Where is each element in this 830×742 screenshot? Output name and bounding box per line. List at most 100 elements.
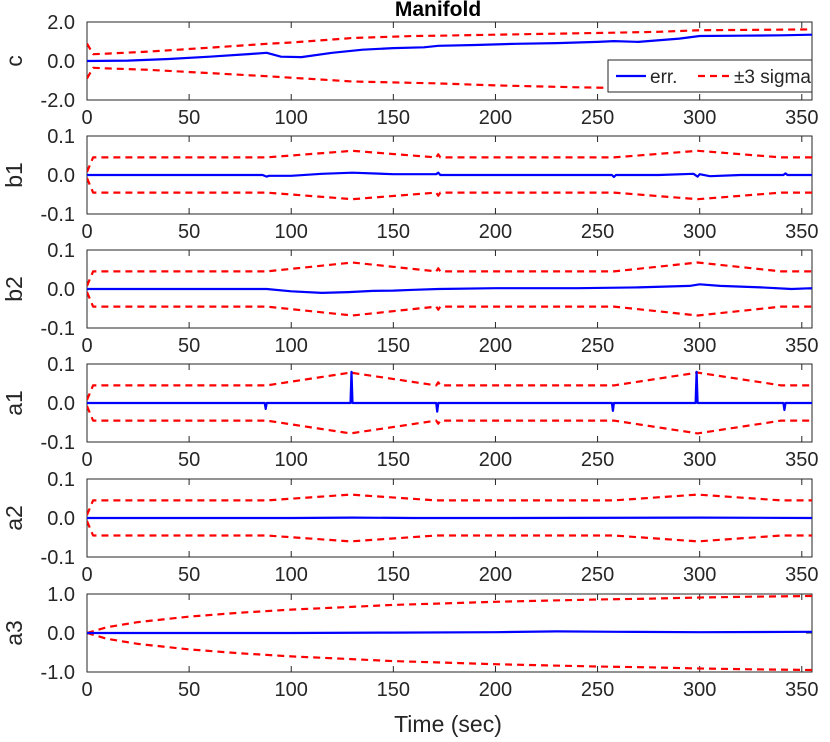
legend: err. ±3 sigma	[607, 59, 813, 93]
x-tick-label: 350	[785, 107, 818, 129]
y-tick-label: 0.1	[47, 240, 75, 262]
x-tick-label: 50	[178, 221, 200, 243]
x-tick-label: 200	[479, 564, 512, 586]
y-tick-label: -0.1	[41, 204, 75, 226]
x-tick-label: 100	[275, 221, 308, 243]
x-tick-label: 0	[81, 335, 92, 357]
sigma-lower-line	[87, 291, 812, 317]
panel-a1: 0.1 0.0 -0.1 0 50 100 150 200 250 300 350 a1	[1, 354, 818, 471]
x-tick-label: 300	[683, 564, 716, 586]
sigma-lower-line	[87, 631, 812, 672]
x-tick-label: 300	[683, 107, 716, 129]
y-tick-label: 0.0	[47, 393, 75, 415]
x-tick-label: 350	[785, 335, 818, 357]
x-tick-label: 300	[683, 679, 716, 701]
panel-a3: 1.0 0.0 -1.0 0 50 100 150 200 250 300 350 a3	[1, 584, 818, 701]
x-tick-label: 50	[178, 679, 200, 701]
x-tick-label: 0	[81, 107, 92, 129]
x-tick-label: 250	[581, 107, 614, 129]
legend-sigma-label: ±3 sigma	[734, 67, 811, 88]
x-tick-label: 150	[377, 107, 410, 129]
panel-series	[87, 261, 812, 317]
x-tick-label: 0	[81, 221, 92, 243]
y-tick-label: 0.1	[47, 126, 75, 148]
panel-series	[87, 149, 812, 201]
y-tick-label: 0.0	[47, 51, 75, 73]
err-line	[87, 33, 812, 63]
sigma-upper-line	[87, 594, 812, 635]
x-tick-label: 200	[479, 107, 512, 129]
chart-title: Manifold	[395, 0, 481, 21]
x-tick-label: 250	[581, 449, 614, 471]
y-tick-label: -0.1	[41, 432, 75, 454]
panel-b2: 0.1 0.0 -0.1 0 50 100 150 200 250 300 350 b2	[1, 240, 818, 357]
y-tick-label: 0.0	[47, 508, 75, 530]
err-line	[87, 370, 812, 413]
sigma-lower-line	[87, 177, 812, 201]
x-tick-label: 200	[479, 221, 512, 243]
err-line	[87, 630, 812, 635]
x-tick-label: 0	[81, 449, 92, 471]
sigma-upper-line	[87, 28, 812, 56]
x-tick-label: 100	[275, 107, 308, 129]
x-tick-label: 250	[581, 564, 614, 586]
sigma-upper-line	[87, 149, 812, 173]
y-axis-label: b2	[1, 276, 27, 302]
panel-series	[87, 370, 812, 435]
y-tick-label: 2.0	[47, 12, 75, 34]
y-tick-label: -0.1	[41, 547, 75, 569]
x-axis-label: Time (sec)	[394, 711, 502, 737]
err-line	[87, 283, 812, 294]
x-tick-label: 200	[479, 679, 512, 701]
x-tick-label: 250	[581, 679, 614, 701]
panel-series	[87, 493, 812, 543]
x-tick-label: 200	[479, 335, 512, 357]
panels: 2.0 0.0 -2.0 0 50 100 150 200 250 300 350 c 0.1 0.0 -0…	[1, 12, 818, 701]
x-tick-label: 50	[178, 107, 200, 129]
x-tick-label: 250	[581, 221, 614, 243]
y-axis-label: a3	[1, 620, 27, 646]
x-tick-label: 350	[785, 679, 818, 701]
x-tick-label: 300	[683, 335, 716, 357]
x-tick-label: 300	[683, 221, 716, 243]
y-tick-label: 0.1	[47, 469, 75, 491]
x-tick-label: 100	[275, 679, 308, 701]
y-axis-label: b1	[1, 162, 27, 188]
sigma-lower-line	[87, 520, 812, 543]
x-tick-label: 150	[377, 564, 410, 586]
y-tick-label: -0.1	[41, 318, 75, 340]
y-tick-label: 0.0	[47, 623, 75, 645]
panel-b1: 0.1 0.0 -0.1 0 50 100 150 200 250 300 350 b1	[1, 126, 818, 243]
x-tick-label: 150	[377, 679, 410, 701]
x-tick-label: 350	[785, 449, 818, 471]
x-tick-label: 100	[275, 564, 308, 586]
sigma-lower-line	[87, 405, 812, 435]
x-tick-label: 250	[581, 335, 614, 357]
x-tick-label: 0	[81, 679, 92, 701]
panel-a2: 0.1 0.0 -0.1 0 50 100 150 200 250 300 350 a2	[1, 469, 818, 586]
x-tick-label: 50	[178, 564, 200, 586]
y-tick-label: -2.0	[41, 90, 75, 112]
y-tick-label: 0.0	[47, 279, 75, 301]
x-tick-label: 150	[377, 335, 410, 357]
y-axis-label: c	[1, 55, 27, 67]
x-tick-label: 100	[275, 449, 308, 471]
sigma-upper-line	[87, 261, 812, 287]
x-tick-label: 50	[178, 449, 200, 471]
y-tick-label: 1.0	[47, 584, 75, 606]
sigma-upper-line	[87, 371, 812, 401]
legend-err-label: err.	[650, 67, 677, 88]
sigma-upper-line	[87, 493, 812, 516]
x-tick-label: 200	[479, 449, 512, 471]
y-tick-label: 0.0	[47, 165, 75, 187]
x-tick-label: 50	[178, 335, 200, 357]
x-tick-label: 350	[785, 564, 818, 586]
x-tick-label: 350	[785, 221, 818, 243]
x-tick-label: 0	[81, 564, 92, 586]
y-axis-label: a1	[1, 390, 27, 416]
err-line	[87, 171, 812, 178]
y-tick-label: 0.1	[47, 354, 75, 376]
x-tick-label: 100	[275, 335, 308, 357]
x-tick-label: 150	[377, 221, 410, 243]
